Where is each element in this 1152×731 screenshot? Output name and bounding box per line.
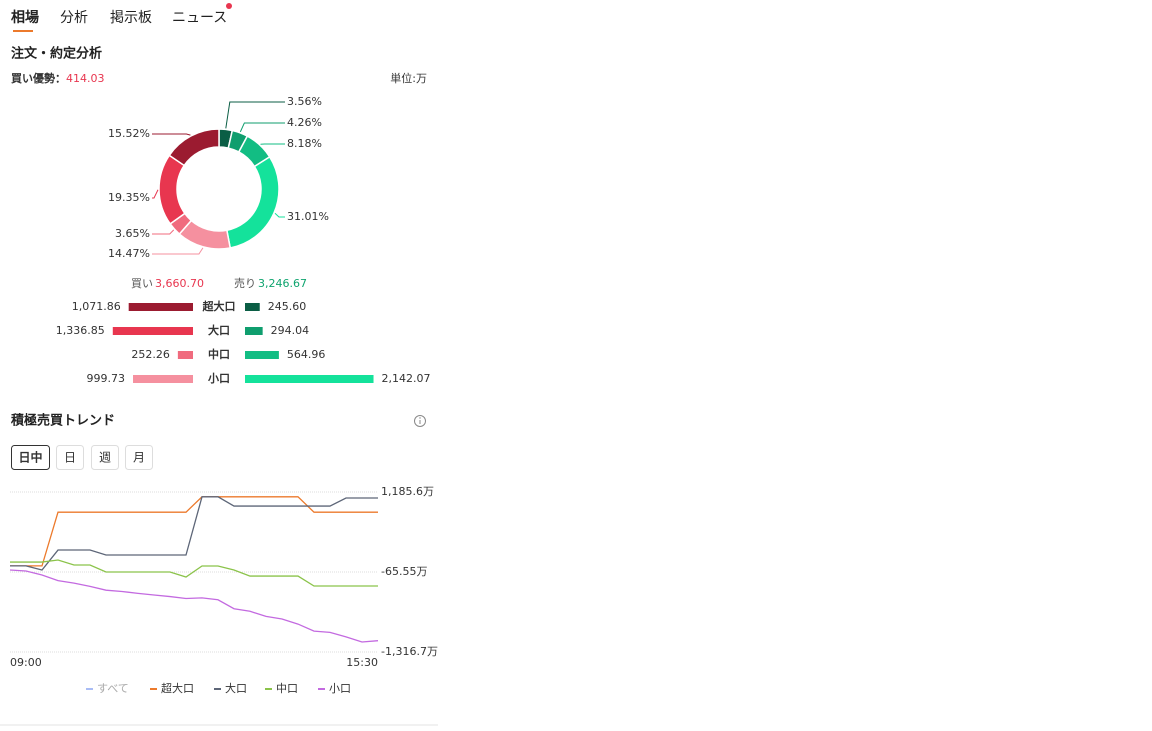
section-title: 注文・約定分析 xyxy=(11,46,102,62)
slice-label: 3.56% xyxy=(287,95,322,108)
leader-line xyxy=(152,247,204,255)
x-tick-label: 09:00 xyxy=(10,656,42,669)
unit: 単位:万 xyxy=(390,71,427,85)
series-line xyxy=(10,559,378,587)
sell-total-value: 3,246.67 xyxy=(258,277,307,290)
period-label: 週 xyxy=(99,451,111,465)
leader-line xyxy=(152,189,159,199)
slice-label: 31.01% xyxy=(287,210,329,223)
section-title: 積極売買トレンド xyxy=(10,413,115,429)
legend-label[interactable]: 超大口 xyxy=(161,681,194,695)
leader-line xyxy=(225,101,285,129)
sell-value: 2,142.07 xyxy=(382,372,431,385)
category-label: 中口 xyxy=(208,347,230,361)
period-label: 月 xyxy=(133,451,145,465)
donut-slice xyxy=(158,154,186,225)
info-icon[interactable] xyxy=(414,415,426,427)
news-dot xyxy=(226,3,232,9)
slice-label: 19.35% xyxy=(108,191,150,204)
category-label: 小口 xyxy=(207,371,230,385)
category-label: 超大口 xyxy=(202,299,236,313)
tab[interactable]: 相場 xyxy=(11,9,39,26)
sell-value: 294.04 xyxy=(271,324,310,337)
period-button[interactable] xyxy=(11,445,50,470)
category-label: 大口 xyxy=(208,323,230,337)
buy-value: 252.26 xyxy=(131,348,170,361)
legend-label[interactable]: 大口 xyxy=(225,681,247,695)
period-button[interactable] xyxy=(56,445,84,470)
slice-label: 14.47% xyxy=(108,247,150,260)
series-line xyxy=(10,496,378,567)
sell-value: 245.60 xyxy=(268,300,307,313)
leader-line xyxy=(274,212,285,218)
tab-underline xyxy=(13,30,33,32)
buy-advantage-label: 買い優勢： xyxy=(11,71,66,85)
x-tick-label: 15:30 xyxy=(346,656,378,669)
slice-label: 3.65% xyxy=(115,227,150,240)
buy-bar xyxy=(177,351,193,359)
leader-line xyxy=(239,122,285,133)
period-button[interactable] xyxy=(91,445,119,470)
buy-bar xyxy=(128,303,193,311)
info-dot xyxy=(419,417,421,419)
legend-label[interactable]: すべて xyxy=(97,682,129,695)
sell-value: 564.96 xyxy=(287,348,326,361)
y-tick-label: -65.55万 xyxy=(381,565,427,578)
period-label: 日中 xyxy=(18,450,42,465)
legend-label[interactable]: 中口 xyxy=(276,682,298,695)
tab[interactable]: ニュース xyxy=(172,10,227,26)
legend-label[interactable]: 小口 xyxy=(329,682,351,695)
buy-bar xyxy=(133,375,193,383)
tab[interactable]: 分析 xyxy=(60,10,88,26)
buy-total: 買い 3,660.70 xyxy=(131,277,204,290)
info-circle xyxy=(414,415,426,427)
sell-bar xyxy=(245,327,263,335)
buy-value: 1,336.85 xyxy=(56,324,105,337)
slice-label: 4.26% xyxy=(287,116,322,129)
buy-value: 1,071.86 xyxy=(72,300,121,313)
buy-total-label: 買い xyxy=(131,277,153,290)
sell-bar xyxy=(245,303,260,311)
leader-line xyxy=(152,133,191,136)
series-line xyxy=(9,569,379,643)
buy-advantage: 買い優勢：414.03 xyxy=(11,71,105,85)
leader-line xyxy=(152,229,175,235)
buy-bar xyxy=(112,327,193,335)
y-tick-label: -1,316.7万 xyxy=(381,645,438,658)
tab[interactable]: 掲示板 xyxy=(110,10,152,26)
slice-label: 8.18% xyxy=(287,137,322,150)
sell-bar xyxy=(245,351,279,359)
sell-total: 売り 3,246.67 xyxy=(234,277,307,290)
period-label: 日 xyxy=(64,451,76,465)
sell-total-label: 売り xyxy=(234,277,256,290)
y-tick-label: 1,185.6万 xyxy=(381,485,434,498)
donut-slice xyxy=(168,128,220,167)
donut-slice xyxy=(225,155,280,249)
sell-bar xyxy=(245,375,374,383)
buy-advantage-value: 414.03 xyxy=(66,72,105,85)
slice-label: 15.52% xyxy=(108,127,150,140)
period-button[interactable] xyxy=(125,445,153,470)
buy-total-value: 3,660.70 xyxy=(155,277,204,290)
series-line xyxy=(10,496,378,571)
buy-value: 999.73 xyxy=(87,372,126,385)
